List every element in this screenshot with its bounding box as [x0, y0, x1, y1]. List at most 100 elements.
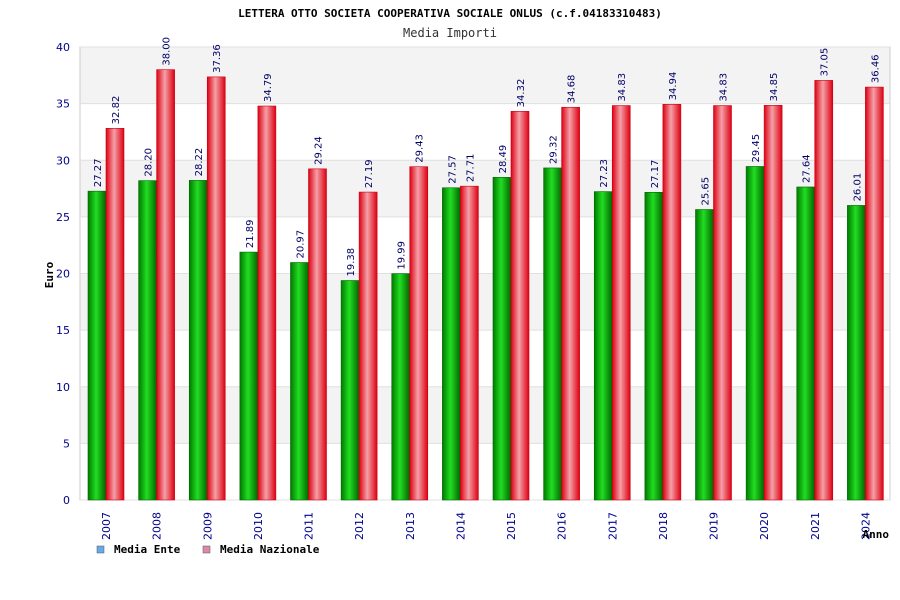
- bar-media-nazionale-2015: [510, 111, 530, 501]
- value-labels: 27.27 32.82 28.20 38.00 28.22 37.36 21.89 34.79…: [93, 37, 881, 277]
- bar-media-ente-2024: [847, 205, 866, 501]
- bar-media-ente-2018: [644, 191, 664, 501]
- y-tick-label: 15: [56, 324, 70, 337]
- bar-media-ente-2011: [290, 262, 309, 501]
- x-tick-label: 2007: [100, 512, 113, 540]
- y-tick-label: 0: [63, 494, 70, 507]
- value-label-media-ente-2009: 28.22: [194, 148, 205, 177]
- y-tick-label: 30: [56, 154, 70, 167]
- bars: [87, 69, 884, 501]
- bar-media-nazionale-2021: [814, 80, 834, 501]
- bar-media-nazionale-2019: [713, 105, 732, 501]
- bar-media-ente-2014: [442, 187, 461, 501]
- y-tick-label: 5: [63, 437, 70, 450]
- value-label-media-ente-2011: 20.97: [296, 230, 307, 259]
- legend-label-media-nazionale: Media Nazionale: [220, 543, 320, 556]
- value-label-media-nazionale-2015: 34.32: [516, 79, 527, 108]
- value-label-media-nazionale-2009: 37.36: [212, 44, 223, 73]
- x-tick-label: 2019: [708, 512, 721, 540]
- value-label-media-ente-2020: 29.45: [751, 134, 762, 163]
- value-label-media-ente-2017: 27.23: [599, 159, 610, 188]
- legend-swatch-media-nazionale: [202, 545, 211, 554]
- value-label-media-nazionale-2013: 29.43: [415, 134, 426, 163]
- y-tick-label: 20: [56, 268, 70, 281]
- value-label-media-ente-2021: 27.64: [802, 154, 813, 183]
- bar-media-nazionale-2014: [460, 185, 479, 501]
- bar-media-ente-2009: [188, 180, 208, 501]
- bar-media-nazionale-2010: [257, 105, 277, 501]
- bar-media-ente-2008: [138, 180, 157, 501]
- value-label-media-ente-2013: 19.99: [397, 241, 408, 270]
- x-tick-label: 2008: [151, 512, 164, 540]
- value-label-media-ente-2014: 27.57: [447, 155, 458, 184]
- bar-media-ente-2013: [391, 273, 411, 501]
- x-axis-label: Anno: [863, 528, 890, 541]
- value-label-media-ente-2015: 28.49: [498, 145, 509, 174]
- y-axis-ticks: 0 5 10 15 20 25 30 35 40: [56, 41, 70, 507]
- legend-label-media-ente: Media Ente: [114, 543, 181, 556]
- x-tick-label: 2014: [454, 512, 467, 540]
- bar-media-ente-2015: [492, 177, 512, 501]
- value-label-media-nazionale-2020: 34.85: [769, 73, 780, 102]
- value-label-media-nazionale-2016: 34.68: [567, 75, 578, 104]
- bar-media-nazionale-2016: [561, 106, 580, 501]
- y-tick-label: 10: [56, 381, 70, 394]
- value-label-media-nazionale-2011: 29.24: [314, 136, 325, 165]
- value-label-media-nazionale-2018: 34.94: [668, 72, 679, 101]
- value-label-media-ente-2018: 27.17: [650, 160, 661, 189]
- value-label-media-nazionale-2019: 34.83: [719, 73, 730, 102]
- x-tick-label: 2018: [657, 512, 670, 540]
- value-label-media-nazionale-2017: 34.83: [617, 73, 628, 102]
- bar-media-ente-2016: [543, 167, 562, 501]
- bar-media-nazionale-2013: [409, 166, 429, 501]
- value-label-media-nazionale-2012: 27.19: [364, 159, 375, 188]
- x-tick-label: 2021: [809, 512, 822, 540]
- bar-media-nazionale-2011: [308, 168, 327, 501]
- x-tick-label: 2020: [758, 512, 771, 540]
- bar-media-nazionale-2007: [105, 128, 125, 501]
- x-tick-label: 2009: [201, 512, 214, 540]
- value-label-media-nazionale-2021: 37.05: [820, 48, 831, 77]
- x-tick-label: 2013: [404, 512, 417, 540]
- bar-media-nazionale-2009: [206, 76, 226, 501]
- value-label-media-ente-2016: 29.32: [549, 135, 560, 164]
- value-label-media-nazionale-2008: 38.00: [162, 37, 173, 66]
- bar-media-nazionale-2012: [358, 191, 378, 501]
- y-tick-label: 25: [56, 211, 70, 224]
- x-tick-label: 2011: [303, 512, 316, 540]
- bar-media-nazionale-2008: [156, 69, 175, 501]
- x-tick-label: 2017: [606, 512, 619, 540]
- bar-media-ente-2020: [745, 166, 765, 501]
- legend-swatch-media-ente: [96, 545, 105, 554]
- value-label-media-ente-2007: 27.27: [93, 159, 104, 188]
- value-label-media-ente-2012: 19.38: [346, 248, 357, 277]
- y-axis-label: Euro: [43, 261, 56, 288]
- bar-media-ente-2007: [87, 190, 107, 501]
- bar-media-nazionale-2024: [865, 86, 884, 501]
- chart-title: LETTERA OTTO SOCIETA COOPERATIVA SOCIALE…: [238, 7, 662, 20]
- bar-media-nazionale-2020: [763, 105, 783, 501]
- x-tick-label: 2015: [505, 512, 518, 540]
- bar-media-ente-2017: [593, 191, 613, 501]
- value-label-media-nazionale-2024: 36.46: [870, 54, 881, 83]
- bar-media-ente-2019: [695, 209, 714, 501]
- x-tick-label: 2024: [859, 512, 872, 540]
- bar-media-ente-2021: [796, 186, 816, 501]
- y-tick-label: 35: [56, 98, 70, 111]
- value-label-media-nazionale-2007: 32.82: [111, 96, 122, 125]
- bar-media-ente-2012: [340, 280, 360, 501]
- value-label-media-ente-2019: 25.65: [701, 177, 712, 206]
- bar-media-nazionale-2018: [662, 104, 682, 501]
- bar-media-nazionale-2017: [611, 105, 631, 501]
- legend: Media Ente Media Nazionale: [96, 543, 320, 556]
- bar-media-ente-2010: [239, 251, 259, 501]
- value-label-media-nazionale-2014: 27.71: [465, 154, 476, 183]
- x-axis-ticks: 2007 2008 2009 2010 2011 2012 2013 2014 2015 2016…: [100, 512, 872, 540]
- chart-subtitle: Media Importi: [403, 26, 497, 40]
- y-tick-label: 40: [56, 41, 70, 54]
- value-label-media-ente-2008: 28.20: [144, 148, 155, 177]
- x-tick-label: 2016: [556, 512, 569, 540]
- value-label-media-ente-2010: 21.89: [245, 219, 256, 248]
- value-label-media-ente-2024: 26.01: [852, 173, 863, 202]
